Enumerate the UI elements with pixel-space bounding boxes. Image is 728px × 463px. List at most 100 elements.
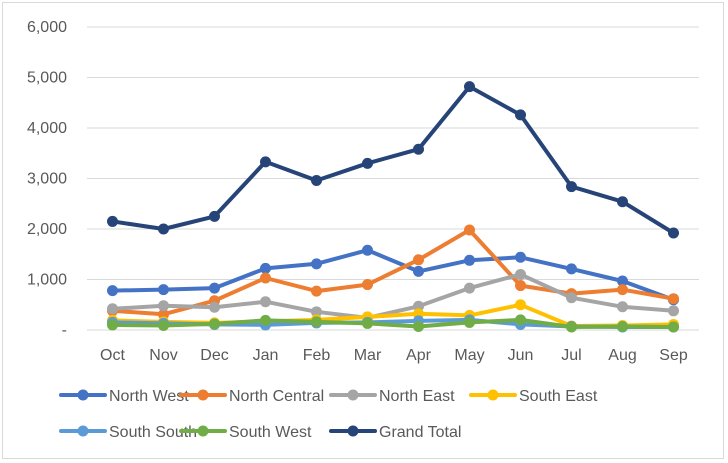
data-point-north-west-jun [515,251,526,263]
x-tick-label-aug: Aug [608,347,636,364]
data-point-south-west-jan [260,314,271,326]
series-north-west [107,244,679,306]
data-point-grand-total-apr [413,143,424,155]
data-point-north-east-jun [515,268,526,280]
data-point-north-west-nov [158,284,169,296]
legend-label: South West [229,424,312,441]
data-point-north-central-mar [362,279,373,291]
x-axis-tick-labels: Oct Nov Dec Jan Feb Mar Apr May Jun Jul Aug Sep [100,347,688,364]
data-point-north-west-dec [209,282,220,294]
chart-frame: - 1,000 2,000 3,000 4,000 5,000 6,000 Oct Nov De… [2,2,724,459]
x-tick-label-jun: Jun [508,347,534,364]
data-point-south-west-apr [413,320,424,332]
y-tick-label: 6,000 [27,19,67,36]
y-tick-label: - [62,322,67,339]
data-point-north-west-feb [311,258,322,270]
data-point-north-west-jul [566,263,577,275]
series-grand-total [107,81,679,239]
series-south-west [107,314,679,333]
x-tick-label-dec: Dec [200,347,228,364]
data-point-grand-total-dec [209,210,220,222]
series-line-north-central [110,228,676,317]
legend-label: Grand Total [379,424,461,441]
data-point-grand-total-sep [668,227,679,239]
y-tick-label: 5,000 [27,70,67,87]
data-point-grand-total-jun [515,109,526,121]
x-tick-label-nov: Nov [149,347,177,364]
data-point-grand-total-jan [260,156,271,168]
data-point-south-east-jun [515,299,526,311]
legend-swatch-marker [197,389,209,401]
legend-item-north-west: North West [59,388,189,405]
legend-swatch-marker [77,425,89,437]
data-point-north-east-may [464,282,475,294]
data-point-south-west-dec [209,318,220,330]
x-tick-label-oct: Oct [100,347,125,364]
y-axis-tick-labels: - 1,000 2,000 3,000 4,000 5,000 6,000 [27,19,67,339]
data-point-south-west-may [464,316,475,328]
x-tick-label-jan: Jan [253,347,279,364]
data-point-south-west-oct [107,319,118,331]
y-tick-label: 4,000 [27,120,67,137]
data-point-south-west-jun [515,314,526,326]
x-tick-label-jul: Jul [561,347,581,364]
x-tick-label-feb: Feb [303,347,331,364]
data-point-south-west-sep [668,321,679,333]
data-point-north-west-jan [260,262,271,274]
legend-item-grand-total: Grand Total [329,424,461,441]
series-line-south-west [110,317,676,329]
data-point-grand-total-mar [362,157,373,169]
data-point-north-central-jan [260,272,271,284]
data-point-north-east-nov [158,300,169,312]
legend-swatch-marker [197,425,209,437]
data-point-north-east-jan [260,296,271,308]
data-point-north-east-oct [107,303,118,315]
data-point-grand-total-may [464,81,475,93]
legend-label: South South [109,424,197,441]
data-point-north-west-oct [107,285,118,297]
data-point-north-east-sep [668,305,679,317]
data-point-north-west-may [464,254,475,266]
data-point-south-west-aug [617,320,628,332]
data-point-north-central-jun [515,280,526,292]
data-point-north-west-apr [413,265,424,277]
y-tick-label: 1,000 [27,272,67,289]
data-point-grand-total-feb [311,175,322,187]
x-tick-label-mar: Mar [354,347,382,364]
series-line-grand-total [110,84,676,235]
data-point-north-central-nov [158,308,169,320]
data-point-north-west-aug [617,275,628,287]
data-point-north-east-feb [311,306,322,318]
legend-item-south-east: South East [469,388,598,405]
gridlines [87,26,699,331]
data-point-south-west-jul [566,321,577,333]
data-point-south-west-feb [311,316,322,328]
data-point-north-west-mar [362,244,373,256]
legend-label: North Central [229,388,324,405]
legend-item-south-south: South South [59,424,197,441]
data-point-grand-total-aug [617,196,628,208]
legend-label: South East [519,388,598,405]
data-point-north-east-dec [209,301,220,313]
legend-label: North East [379,388,455,405]
data-point-grand-total-jul [566,181,577,193]
data-point-north-east-aug [617,301,628,313]
y-tick-label: 2,000 [27,221,67,238]
legend-swatch-marker [347,389,359,401]
series-north-east [107,268,679,324]
data-point-north-east-jul [566,292,577,304]
y-tick-label: 3,000 [27,171,67,188]
data-point-grand-total-oct [107,215,118,227]
legend: North West North Central North East South E… [59,388,598,441]
legend-item-north-east: North East [329,388,455,405]
legend-swatch-marker [347,425,359,437]
data-point-north-central-may [464,224,475,236]
x-tick-label-may: May [454,347,484,364]
data-point-grand-total-nov [158,223,169,235]
line-chart: - 1,000 2,000 3,000 4,000 5,000 6,000 Oct Nov De… [27,19,699,441]
series-lines [107,81,679,333]
legend-item-south-west: South West [179,424,312,441]
data-point-north-central-feb [311,285,322,297]
data-point-north-central-aug [617,284,628,296]
legend-swatch-marker [487,389,499,401]
